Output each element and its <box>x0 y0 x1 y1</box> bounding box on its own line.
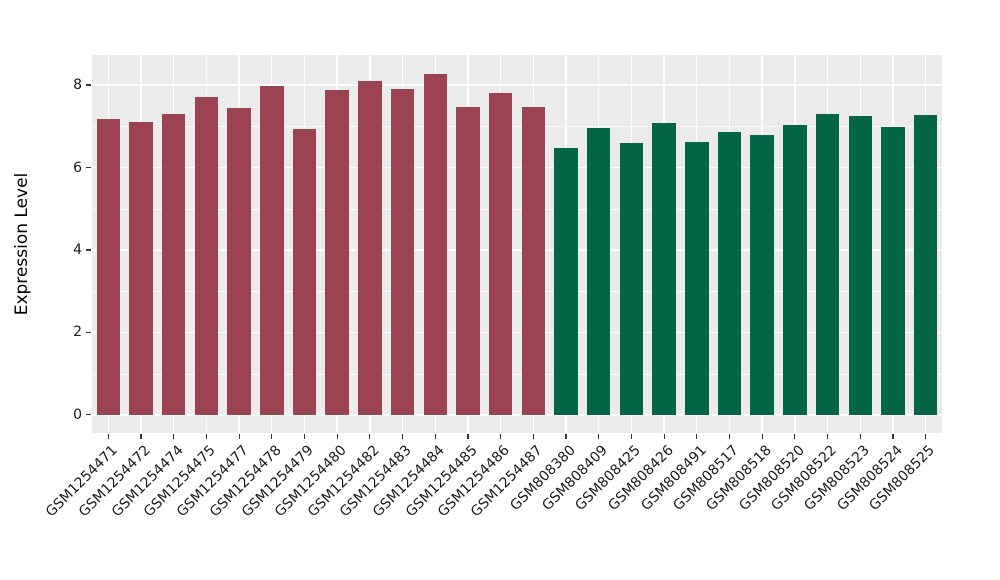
x-tick-mark-GSM808491 <box>696 434 698 439</box>
x-tick-mark-GSM1254482 <box>369 434 371 439</box>
gridline-major-y-2 <box>92 331 942 334</box>
bar-GSM1254472 <box>129 121 153 415</box>
bar-GSM808520 <box>783 125 807 415</box>
x-tick-mark-GSM1254479 <box>303 434 306 439</box>
bar-GSM808523 <box>848 116 873 415</box>
bar-GSM1254487 <box>521 106 546 415</box>
bar-GSM1254486 <box>488 92 513 415</box>
bar-GSM808525 <box>913 115 938 415</box>
x-tick-mark-GSM1254487 <box>532 434 534 439</box>
bar-GSM808426 <box>652 123 676 415</box>
x-tick-mark-GSM1254474 <box>173 434 175 439</box>
bar-GSM1254480 <box>325 90 349 415</box>
x-tick-mark-GSM1254484 <box>434 434 436 439</box>
y-tick-label-8: 8 <box>73 77 82 94</box>
bar-GSM808425 <box>619 143 644 415</box>
x-tick-mark-GSM808520 <box>794 434 796 439</box>
x-tick-mark-GSM1254485 <box>467 434 469 439</box>
gridline-minor-y-1 <box>92 373 942 375</box>
plot-panel <box>92 55 942 433</box>
gridline-major-y-0 <box>92 414 942 416</box>
gridline-minor-y-7 <box>92 126 942 128</box>
y-tick-mark-2 <box>86 331 91 333</box>
bar-GSM1254475 <box>194 96 219 415</box>
y-tick-label-2: 2 <box>73 324 82 341</box>
y-tick-mark-0 <box>86 414 91 416</box>
x-tick-mark-GSM808525 <box>925 434 927 439</box>
bar-GSM1254485 <box>456 106 480 415</box>
bar-GSM808522 <box>815 113 840 415</box>
bar-GSM1254474 <box>161 113 186 415</box>
y-tick-mark-4 <box>86 249 91 251</box>
x-tick-mark-GSM808524 <box>892 434 894 439</box>
gridline-major-y-6 <box>92 166 942 169</box>
bar-GSM1254484 <box>423 73 448 415</box>
bar-GSM808380 <box>554 148 578 415</box>
y-tick-label-4: 4 <box>73 241 82 258</box>
gridline-major-y-8 <box>92 84 942 86</box>
x-tick-mark-GSM808426 <box>663 434 665 439</box>
bar-GSM1254479 <box>292 128 317 415</box>
bar-GSM1254477 <box>227 107 251 415</box>
bar-GSM808409 <box>586 127 611 415</box>
x-tick-mark-GSM1254480 <box>336 434 338 439</box>
x-tick-mark-GSM808517 <box>728 434 731 439</box>
x-tick-mark-GSM808522 <box>826 434 829 439</box>
x-tick-mark-GSM808425 <box>630 434 632 439</box>
x-tick-mark-GSM1254471 <box>107 434 109 439</box>
bar-GSM808524 <box>881 126 905 415</box>
x-tick-mark-GSM808380 <box>565 434 567 439</box>
x-tick-mark-GSM1254486 <box>500 434 502 439</box>
y-tick-label-6: 6 <box>73 159 82 176</box>
gridline-major-y-4 <box>92 249 942 251</box>
bar-GSM1254483 <box>390 88 415 415</box>
bar-GSM808517 <box>717 131 742 415</box>
x-tick-mark-GSM1254477 <box>238 434 240 439</box>
bar-GSM808491 <box>685 142 709 415</box>
bar-GSM1254471 <box>96 119 121 415</box>
gridline-minor-y-3 <box>92 291 942 292</box>
x-tick-mark-GSM1254478 <box>271 434 273 439</box>
y-tick-mark-6 <box>86 166 91 169</box>
x-tick-mark-GSM1254475 <box>205 434 207 439</box>
x-tick-mark-GSM808523 <box>859 434 861 439</box>
bar-GSM808518 <box>750 134 774 415</box>
x-tick-mark-GSM1254472 <box>140 434 142 439</box>
x-tick-mark-GSM1254483 <box>401 434 404 439</box>
bar-GSM1254478 <box>260 85 284 415</box>
x-tick-mark-GSM808518 <box>761 434 763 439</box>
y-tick-mark-8 <box>86 84 91 86</box>
y-tick-label-0: 0 <box>73 406 82 423</box>
gridline-minor-y-5 <box>92 208 942 210</box>
bar-GSM1254482 <box>358 80 382 415</box>
x-tick-mark-GSM808409 <box>598 434 600 439</box>
